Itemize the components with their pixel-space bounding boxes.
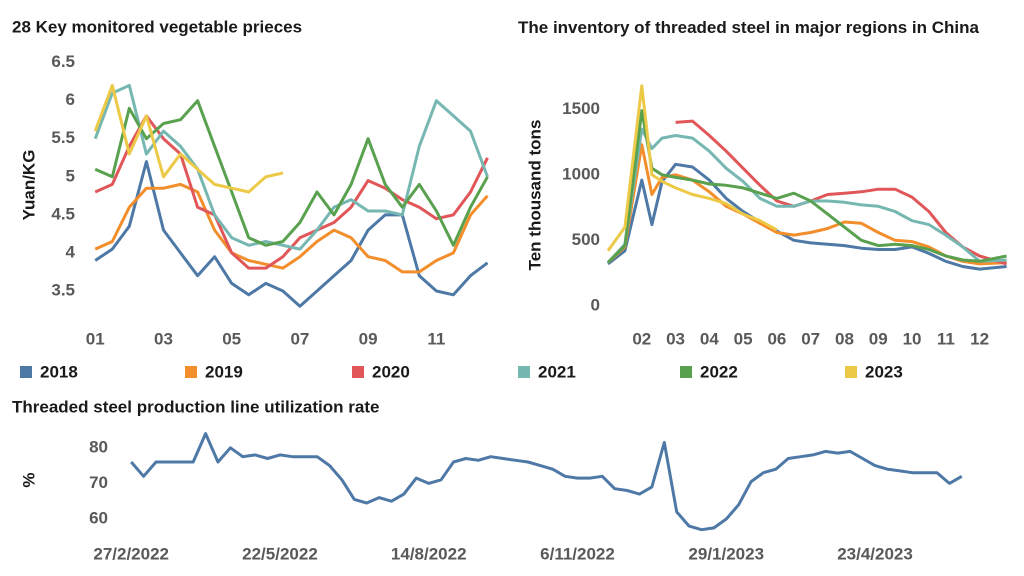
legend-label: 2021	[538, 362, 576, 381]
x-tick-label: 29/1/2023	[688, 544, 764, 563]
legend-label: 2018	[40, 362, 78, 381]
y-tick-label: 1000	[562, 164, 600, 183]
legend-swatch	[845, 366, 857, 378]
y-axis-label: Ten thousand tons	[525, 120, 544, 271]
x-tick-label: 07	[801, 329, 820, 348]
x-tick-label: 10	[903, 329, 922, 348]
x-tick-label: 23/4/2023	[837, 544, 913, 563]
x-tick-label: 12	[970, 329, 989, 348]
y-tick-label: 500	[572, 230, 600, 249]
x-tick-label: 04	[700, 329, 719, 348]
y-tick-label: 4	[66, 242, 76, 261]
y-tick-label: 1500	[562, 99, 600, 118]
series-line	[93, 83, 489, 251]
chart-title: 28 Key monitored vegetable prieces	[12, 17, 302, 36]
x-tick-label: 11	[937, 329, 955, 348]
y-tick-label: 60	[89, 508, 108, 527]
x-tick-label: 22/5/2022	[242, 544, 318, 563]
legend-label: 2019	[205, 362, 243, 381]
legend-label: 2020	[372, 362, 410, 381]
series-line	[93, 83, 284, 194]
x-tick-label: 01	[86, 329, 105, 348]
series-line	[94, 99, 489, 247]
y-tick-label: 6.5	[51, 52, 75, 71]
x-tick-label: 09	[359, 329, 378, 348]
series-line	[606, 109, 1007, 264]
y-axis-label: Yuan/KG	[19, 150, 38, 221]
y-axis-label: %	[19, 472, 38, 487]
chart-title: The inventory of threaded steel in major…	[518, 18, 979, 37]
x-tick-label: 09	[869, 329, 888, 348]
y-tick-label: 5.5	[51, 128, 75, 147]
x-tick-label: 27/2/2022	[93, 544, 169, 563]
series-line	[94, 182, 489, 274]
legend-label: 2022	[700, 362, 738, 381]
legend-label: 2023	[865, 362, 903, 381]
y-tick-label: 3.5	[51, 280, 75, 299]
chart-title: Threaded steel production line utilizati…	[12, 397, 379, 416]
x-tick-label: 11	[427, 329, 445, 348]
legend-swatch	[518, 366, 530, 378]
x-tick-label: 6/11/2022	[540, 544, 615, 563]
legend-swatch	[20, 366, 32, 378]
y-tick-label: 0	[591, 295, 600, 314]
series-line	[606, 127, 1007, 264]
y-tick-label: 5	[66, 166, 75, 185]
x-tick-label: 03	[154, 329, 173, 348]
x-tick-label: 03	[666, 329, 685, 348]
x-tick-label: 02	[632, 329, 651, 348]
series-line	[606, 143, 1007, 266]
x-tick-label: 08	[835, 329, 854, 348]
legend-swatch	[352, 366, 364, 378]
series-line	[94, 160, 489, 308]
series-line	[130, 432, 963, 532]
x-tick-label: 06	[767, 329, 786, 348]
series-line	[606, 84, 778, 252]
y-tick-label: 6	[66, 90, 75, 109]
series-line	[675, 119, 1008, 266]
x-tick-label: 07	[290, 329, 309, 348]
series-line	[607, 162, 1007, 271]
legend-swatch	[680, 366, 692, 378]
y-tick-label: 80	[89, 437, 108, 456]
x-tick-label: 14/8/2022	[391, 544, 467, 563]
x-tick-label: 05	[222, 329, 241, 348]
y-tick-label: 70	[89, 473, 108, 492]
y-tick-label: 4.5	[51, 204, 75, 223]
legend-swatch	[185, 366, 197, 378]
x-tick-label: 05	[734, 329, 753, 348]
